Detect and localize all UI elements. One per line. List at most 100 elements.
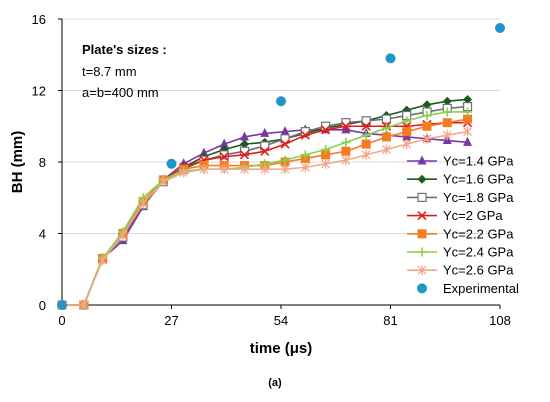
data-point (361, 116, 371, 126)
data-point (239, 150, 250, 160)
data-point (240, 139, 249, 149)
data-point (98, 255, 108, 266)
data-point (179, 167, 189, 178)
data-point (260, 146, 270, 156)
legend-label: Yc=2.4 GPa (443, 245, 514, 260)
plate-size-annotation: Plate's sizes : t=8.7 mm a=b=400 mm (82, 42, 167, 100)
legend-label: Yc=2.2 GPa (443, 226, 514, 241)
data-point (321, 158, 331, 169)
data-point (463, 107, 473, 117)
data-point (199, 147, 209, 157)
data-point (422, 133, 432, 144)
legend-label: Experimental (443, 281, 519, 296)
annotation-dimensions: a=b=400 mm (82, 85, 159, 100)
data-point (276, 96, 286, 107)
legend-marker (417, 174, 427, 184)
legend-item: Yc=1.4 GPa (407, 154, 514, 169)
data-point (381, 144, 391, 155)
legend-label: Yc=2 GPa (443, 208, 503, 223)
legend-item: Experimental (417, 281, 519, 296)
data-point (118, 230, 128, 241)
legend-label: Yc=1.4 GPa (443, 154, 514, 169)
x-axis-title: time (μs) (250, 340, 313, 357)
data-point (442, 96, 452, 106)
data-point (300, 130, 310, 140)
x-tick-label: 0 (58, 313, 65, 328)
series-line (62, 129, 468, 306)
x-tick-label: 108 (489, 313, 511, 328)
data-point (402, 139, 412, 150)
data-point (361, 130, 371, 140)
plot-area (57, 22, 505, 310)
legend-item: Yc=2.4 GPa (407, 245, 514, 260)
x-tick-label: 27 (164, 313, 178, 328)
data-point (300, 162, 310, 173)
x-tick-labels: 0 27 54 81 108 (58, 305, 511, 328)
data-point (280, 164, 290, 175)
data-point (240, 164, 249, 175)
data-point (321, 144, 331, 154)
legend-item: Yc=2.6 GPa (407, 263, 514, 278)
legend-marker (417, 265, 427, 276)
data-point (280, 139, 290, 149)
data-point (402, 116, 412, 126)
data-point (260, 127, 270, 137)
legend-label: Yc=1.8 GPa (443, 190, 514, 205)
data-point (381, 123, 391, 133)
legend-item: Yc=1.8 GPa (407, 190, 514, 205)
series-line (62, 130, 468, 306)
data-point (463, 126, 473, 137)
annotation-thickness: t=8.7 mm (82, 64, 137, 79)
data-point (361, 149, 371, 160)
legend-marker (417, 211, 427, 221)
x-tick-label: 81 (383, 313, 397, 328)
legend-marker (417, 247, 427, 257)
data-point (402, 127, 412, 137)
data-point (385, 53, 396, 64)
data-point (442, 130, 452, 141)
data-point (57, 300, 67, 310)
y-tick-label: 0 (39, 298, 46, 313)
x-tick-label: 54 (274, 313, 288, 328)
data-point (138, 198, 148, 209)
legend-item: Yc=2 GPa (407, 208, 503, 223)
data-point (463, 114, 473, 124)
data-point (166, 158, 177, 169)
data-point (280, 126, 290, 136)
legend-item: Yc=2.2 GPa (407, 226, 514, 241)
data-point (321, 125, 331, 135)
legend-item: Yc=1.6 GPa (407, 172, 514, 187)
data-point (240, 131, 249, 141)
series-experimental (57, 22, 505, 310)
data-point (381, 132, 391, 142)
data-point (280, 134, 290, 144)
data-point (422, 111, 432, 121)
data-point (341, 121, 351, 131)
data-point (79, 300, 89, 310)
data-point (422, 121, 432, 131)
y-tick-label: 8 (39, 155, 46, 170)
data-point (158, 176, 168, 187)
series-yc-2-6-gpa (57, 126, 473, 310)
data-point (321, 150, 331, 160)
data-point (442, 118, 452, 128)
data-point (260, 164, 270, 175)
data-point (219, 138, 229, 148)
data-point (381, 114, 392, 124)
data-point (341, 137, 351, 147)
data-point (219, 150, 229, 160)
legend-marker (417, 155, 427, 165)
data-point (422, 100, 432, 110)
y-tick-label: 12 (32, 84, 46, 99)
legend-label: Yc=1.6 GPa (443, 172, 514, 187)
data-point (463, 136, 473, 146)
figure-caption: (a) (268, 377, 282, 389)
data-point (463, 94, 473, 104)
annotation-title: Plate's sizes : (82, 42, 167, 57)
legend-marker (417, 192, 427, 202)
y-tick-label: 4 (39, 227, 46, 242)
legend-label: Yc=2.6 GPa (443, 263, 514, 278)
data-point (300, 150, 310, 160)
data-point (361, 139, 371, 149)
